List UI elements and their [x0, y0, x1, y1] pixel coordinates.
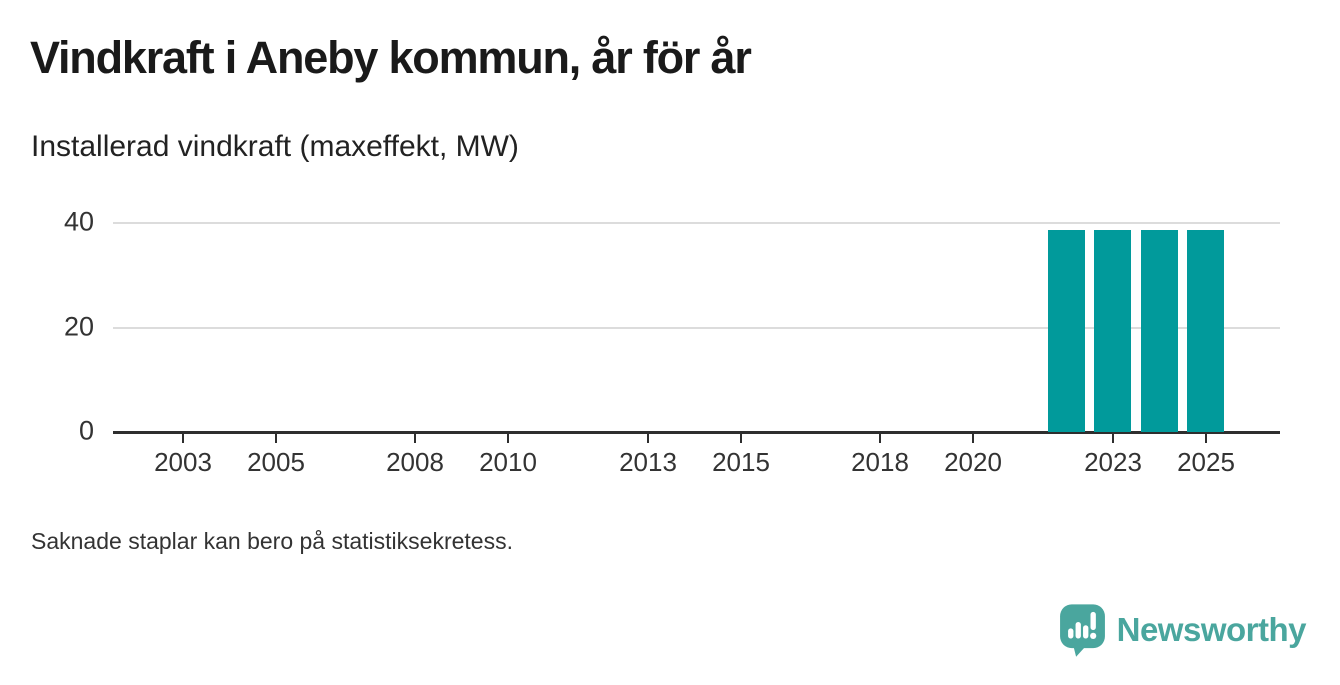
bar-2024: [1141, 230, 1178, 432]
bar-2025: [1187, 230, 1224, 432]
x-tick-label: 2023: [1084, 447, 1142, 477]
bar-2022: [1048, 230, 1085, 432]
x-tick-mark: [182, 434, 184, 443]
bar-2023: [1094, 230, 1131, 432]
x-tick-label: 2010: [479, 447, 537, 477]
x-tick-label: 2013: [619, 447, 677, 477]
x-tick-mark: [740, 434, 742, 443]
x-tick-label: 2003: [154, 447, 212, 477]
x-tick-label: 2015: [712, 447, 770, 477]
y-grid-line: [113, 222, 1280, 224]
x-tick-mark: [879, 434, 881, 443]
chart-subtitle: Installerad vindkraft (maxeffekt, MW): [31, 130, 519, 163]
newsworthy-logo: Newsworthy: [1059, 603, 1307, 657]
y-tick-label: 0: [78, 415, 94, 446]
x-tick-label: 2025: [1177, 447, 1235, 477]
x-tick-label: 2020: [944, 447, 1002, 477]
x-tick-label: 2018: [851, 447, 909, 477]
x-tick-mark: [1205, 434, 1207, 443]
y-grid-line: [113, 326, 1280, 329]
x-tick-mark: [275, 434, 277, 443]
chart-title: Vindkraft i Aneby kommun, år för år: [30, 32, 752, 83]
x-tick-mark: [414, 434, 416, 443]
x-tick-mark: [972, 434, 974, 443]
x-tick-label: 2008: [386, 447, 444, 477]
x-axis-line: [113, 431, 1280, 434]
y-tick-label: 20: [63, 310, 94, 341]
brand-name: Newsworthy: [1116, 611, 1307, 648]
x-tick-mark: [647, 434, 649, 443]
y-tick-label: 40: [63, 206, 94, 237]
newsworthy-speech-bubble-bar-chart-icon: [1059, 604, 1105, 657]
x-tick-mark: [507, 434, 509, 443]
x-tick-mark: [1112, 434, 1114, 443]
footnote: Saknade staplar kan bero på statistiksek…: [31, 528, 513, 554]
x-tick-label: 2005: [247, 447, 305, 477]
plot-area: 0 20 40 2003 2005 2008 2010 2013 2015 2018 2020 202…: [64, 206, 1280, 477]
